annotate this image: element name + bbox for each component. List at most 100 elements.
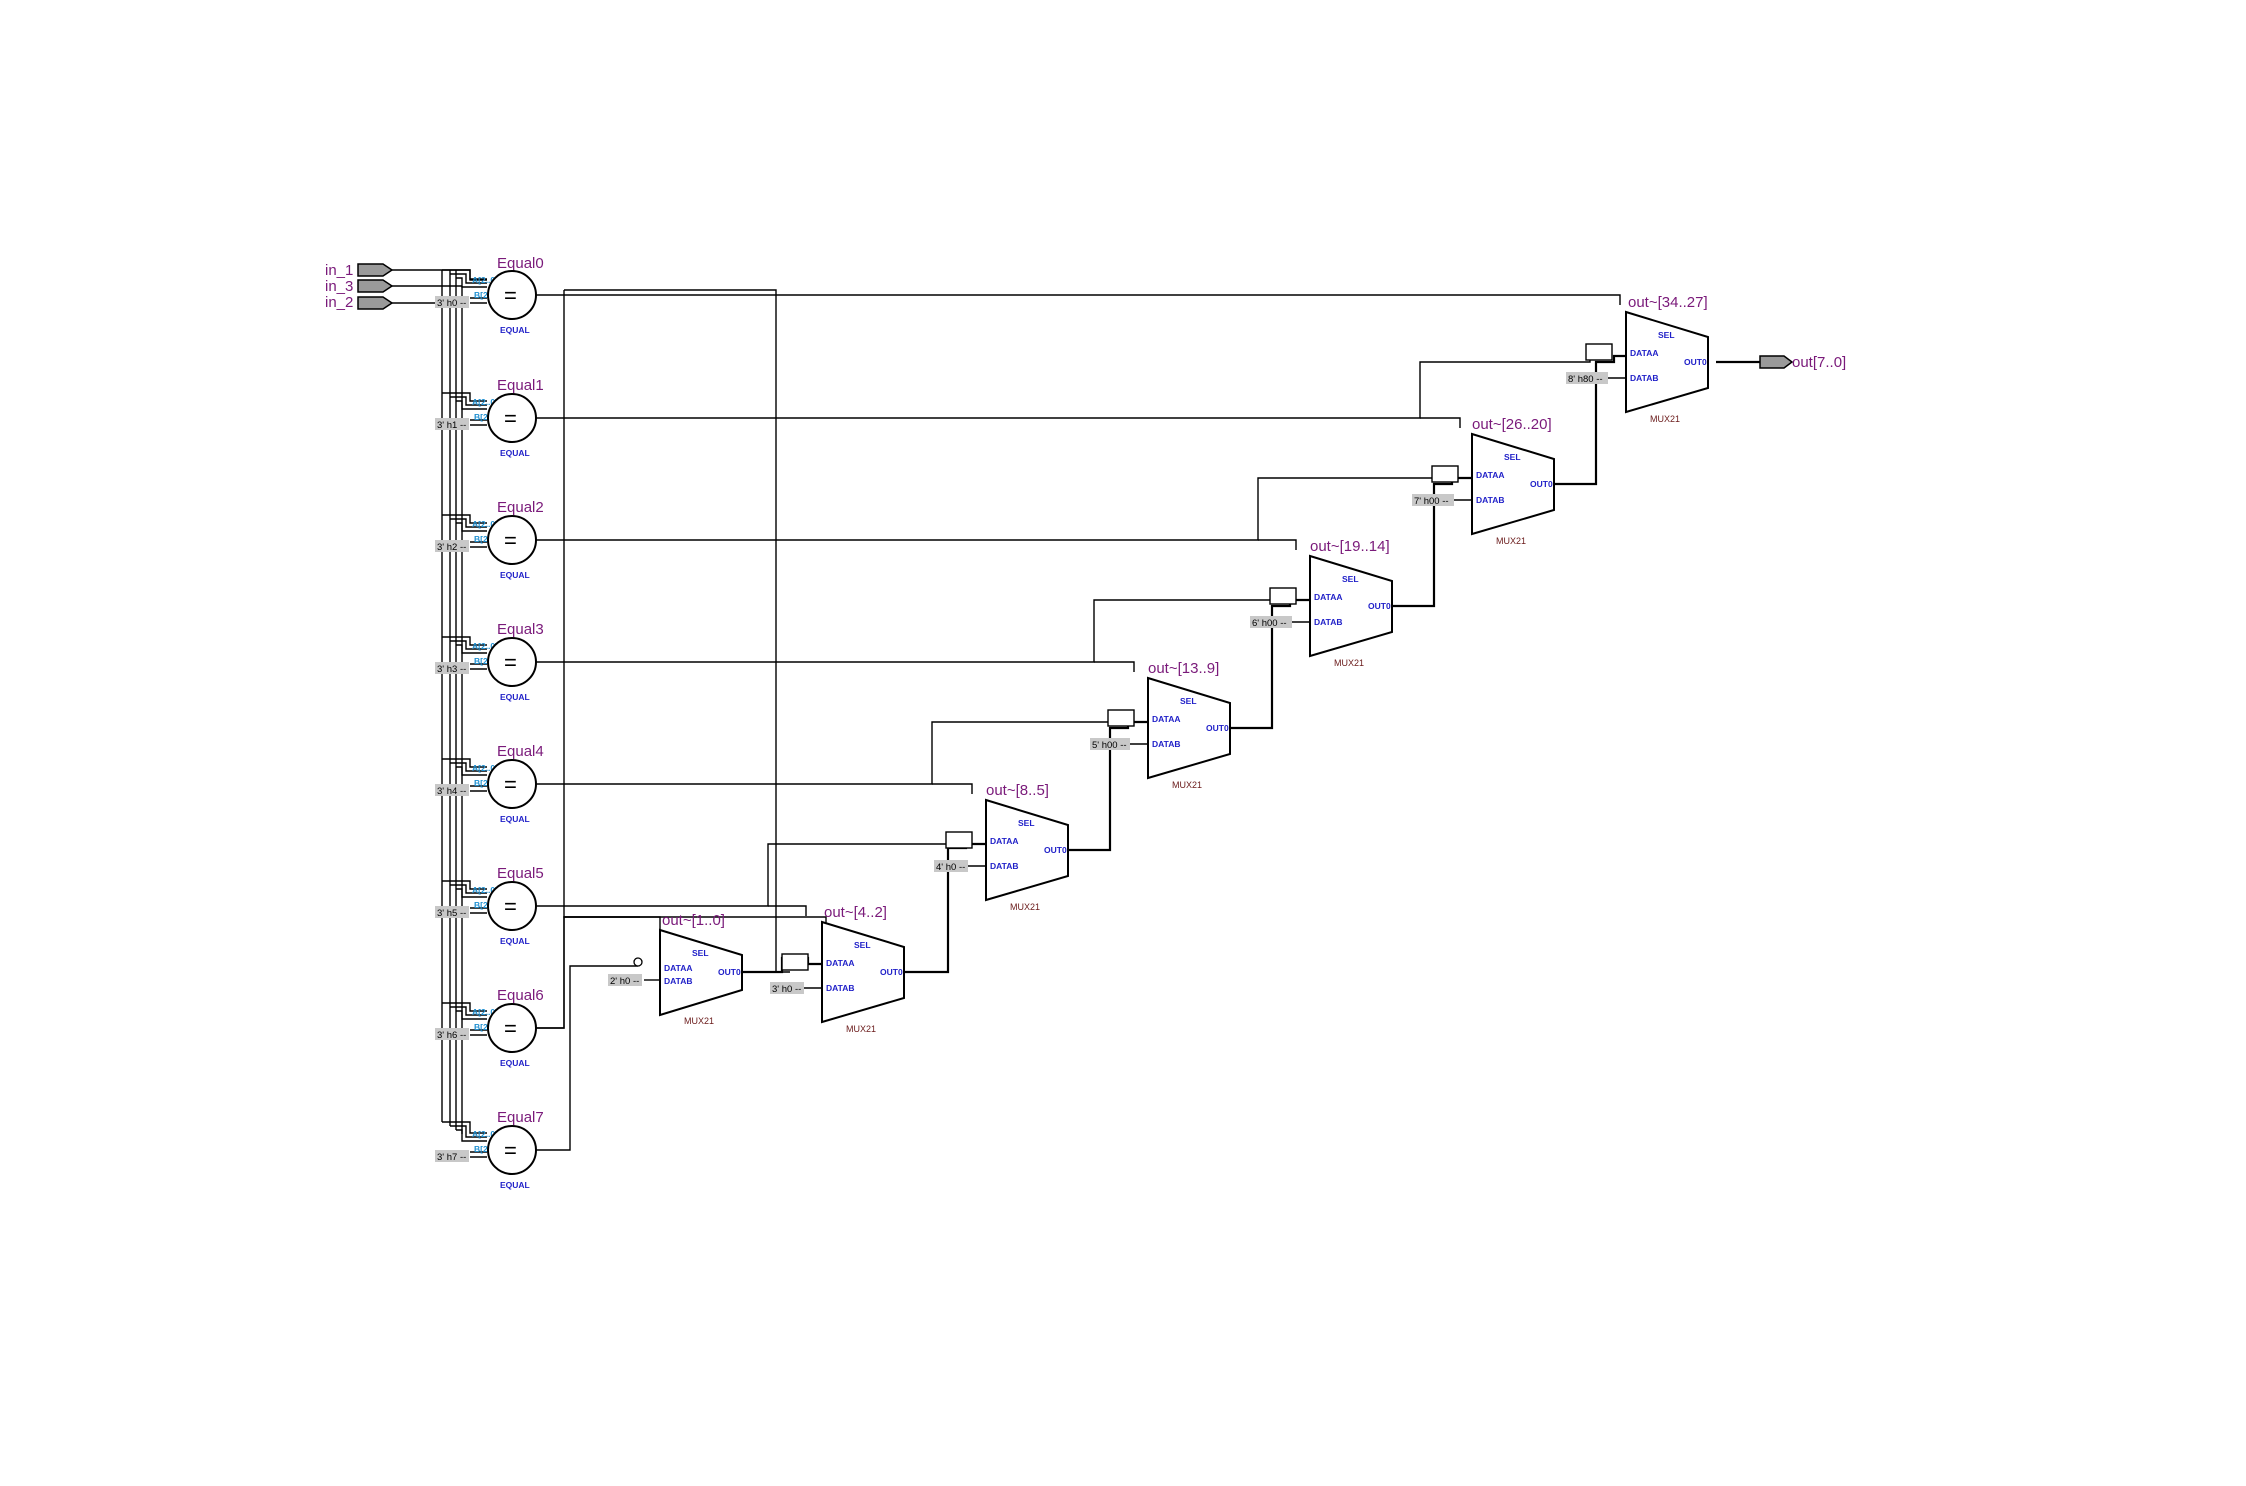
pin-arrow-icon bbox=[1759, 355, 1794, 369]
comparator-name: Equal7 bbox=[497, 1109, 544, 1126]
constant-box bbox=[608, 974, 642, 986]
comparator-name: Equal4 bbox=[497, 743, 544, 760]
constant-box bbox=[435, 784, 469, 796]
constant-box bbox=[435, 1150, 469, 1162]
mux-0[interactable]: out~[1..0] SEL DATAA DATAB OUT0 2' h0 --… bbox=[608, 912, 743, 1026]
port-out-label: OUT0 bbox=[718, 967, 741, 977]
output-pin-out[interactable]: out[7..0] bbox=[1759, 354, 1846, 371]
constant-value: 3' h1 -- bbox=[437, 420, 466, 431]
comparator-type: EQUAL bbox=[500, 1058, 530, 1068]
port-a-label: A[2..0] bbox=[472, 275, 498, 285]
comparator-name: Equal5 bbox=[497, 865, 544, 882]
constant-box bbox=[435, 296, 469, 308]
input-pin-label: in_2 bbox=[325, 294, 353, 311]
equal-sign: = bbox=[504, 406, 517, 431]
pin-arrow-icon bbox=[357, 263, 394, 277]
port-sel-label: SEL bbox=[1504, 452, 1521, 462]
comparator-name: Equal6 bbox=[497, 987, 544, 1004]
equal-sign: = bbox=[504, 650, 517, 675]
port-datab-label: DATAB bbox=[1476, 495, 1504, 505]
constant-box bbox=[1566, 372, 1608, 384]
port-out-label: OUT0 bbox=[1530, 479, 1553, 489]
constant-value: 3' h0 -- bbox=[772, 984, 801, 995]
port-a-label: A[2..0] bbox=[472, 885, 498, 895]
port-a-label: A[2..0] bbox=[472, 641, 498, 651]
equal-comparator-2[interactable]: Equal2 A[2..0] B[2..0] 3' h2 -- = EQUAL bbox=[435, 499, 544, 580]
port-a-label: A[2..0] bbox=[472, 397, 498, 407]
select-wires bbox=[536, 289, 1621, 1151]
mux-shape-icon bbox=[659, 928, 743, 1017]
constant-box bbox=[435, 906, 469, 918]
port-a-label: A[2..0] bbox=[472, 1007, 498, 1017]
mux-name: out~[1..0] bbox=[662, 912, 725, 929]
port-out-label: OUT0 bbox=[1684, 357, 1707, 367]
port-datab-label: DATAB bbox=[826, 983, 854, 993]
constant-box bbox=[435, 1028, 469, 1040]
port-dataa-label: DATAA bbox=[1152, 714, 1180, 724]
equal-sign: = bbox=[504, 528, 517, 553]
input-pin-in-3[interactable]: in_3 bbox=[325, 278, 394, 295]
equal-comparator-0[interactable]: Equal0 A[2..0] B[2..0] 3' h0 -- = EQUAL bbox=[435, 255, 544, 335]
input-pin-label: in_1 bbox=[325, 262, 353, 279]
bus-splitter-icon bbox=[781, 953, 809, 971]
mux-type: MUX21 bbox=[1010, 902, 1040, 912]
port-sel-label: SEL bbox=[692, 948, 709, 958]
equal-sign: = bbox=[504, 772, 517, 797]
comparator-type: EQUAL bbox=[500, 936, 530, 946]
input-pin-in-2[interactable]: in_2 bbox=[325, 294, 394, 311]
port-out-label: OUT0 bbox=[1044, 845, 1067, 855]
mux-name: out~[13..9] bbox=[1148, 660, 1219, 677]
equal-comparator-3[interactable]: Equal3 A[2..0] B[2..0] 3' h3 -- = EQUAL bbox=[435, 621, 544, 702]
bus-splitter-icon bbox=[1107, 709, 1135, 727]
constant-value: 3' h0 -- bbox=[437, 298, 466, 309]
equal-sign: = bbox=[504, 283, 517, 308]
equal-comparator-5[interactable]: Equal5 A[2..0] B[2..0] 3' h5 -- = EQUAL bbox=[435, 865, 544, 946]
mux-type: MUX21 bbox=[1650, 414, 1680, 424]
constant-value: 3' h5 -- bbox=[437, 908, 466, 919]
comparator-name: Equal0 bbox=[497, 255, 544, 272]
port-dataa-label: DATAA bbox=[1314, 592, 1342, 602]
equal-comparator-4[interactable]: Equal4 A[2..0] B[2..0] 3' h4 -- = EQUAL bbox=[435, 743, 544, 824]
comparator-type: EQUAL bbox=[500, 814, 530, 824]
port-sel-label: SEL bbox=[1180, 696, 1197, 706]
input-pin-in-1[interactable]: in_1 bbox=[325, 262, 394, 279]
equal-comparator-1[interactable]: Equal1 A[2..0] B[2..0] 3' h1 -- = EQUAL bbox=[435, 377, 544, 458]
constant-value: 5' h00 -- bbox=[1092, 740, 1127, 751]
bus-splitter-icon bbox=[1585, 343, 1613, 361]
comparator-type: EQUAL bbox=[500, 570, 530, 580]
constant-box bbox=[1250, 616, 1292, 628]
mux-2[interactable]: out~[8..5] SEL DATAA DATAB OUT0 4' h0 --… bbox=[934, 782, 1069, 912]
port-sel-label: SEL bbox=[1018, 818, 1035, 828]
bus-splitter-icon bbox=[1269, 587, 1297, 605]
port-out-label: OUT0 bbox=[1206, 723, 1229, 733]
port-dataa-label: DATAA bbox=[990, 836, 1018, 846]
mux-5[interactable]: out~[26..20] SEL DATAA DATAB OUT0 7' h00… bbox=[1412, 416, 1555, 546]
mux-chain-wires bbox=[742, 354, 1760, 974]
equal-comparator-6[interactable]: Equal6 A[2..0] B[2..0] 3' h6 -- = EQUAL bbox=[435, 987, 544, 1068]
constant-box bbox=[435, 540, 469, 552]
port-a-label: A[2..0] bbox=[472, 519, 498, 529]
comparator-name: Equal2 bbox=[497, 499, 544, 516]
port-dataa-label: DATAA bbox=[664, 963, 692, 973]
mux-6[interactable]: out~[34..27] SEL DATAA DATAB OUT0 8' h80… bbox=[1566, 294, 1709, 424]
mux-type: MUX21 bbox=[684, 1016, 714, 1026]
constant-value: 4' h0 -- bbox=[936, 862, 965, 873]
mux-name: out~[26..20] bbox=[1472, 416, 1552, 433]
port-out-label: OUT0 bbox=[1368, 601, 1391, 611]
port-dataa-label: DATAA bbox=[1630, 348, 1658, 358]
bus-splitter-icon bbox=[945, 831, 973, 849]
constant-box bbox=[934, 860, 968, 872]
constant-value: 8' h80 -- bbox=[1568, 374, 1603, 385]
output-pin-label: out[7..0] bbox=[1792, 354, 1846, 371]
constant-value: 2' h0 -- bbox=[610, 976, 639, 987]
pin-arrow-icon bbox=[357, 296, 394, 310]
comparator-type: EQUAL bbox=[500, 692, 530, 702]
comparator-type: EQUAL bbox=[500, 325, 530, 335]
mux-type: MUX21 bbox=[1334, 658, 1364, 668]
equal-comparator-7[interactable]: Equal7 A[2..0] B[2..0] 3' h7 -- = EQUAL bbox=[435, 1109, 544, 1190]
mux-3[interactable]: out~[13..9] SEL DATAA DATAB OUT0 5' h00 … bbox=[1090, 660, 1231, 790]
port-sel-label: SEL bbox=[1342, 574, 1359, 584]
mux-1[interactable]: out~[4..2] SEL DATAA DATAB OUT0 3' h0 --… bbox=[770, 904, 905, 1034]
mux-4[interactable]: out~[19..14] SEL DATAA DATAB OUT0 6' h00… bbox=[1250, 538, 1393, 668]
